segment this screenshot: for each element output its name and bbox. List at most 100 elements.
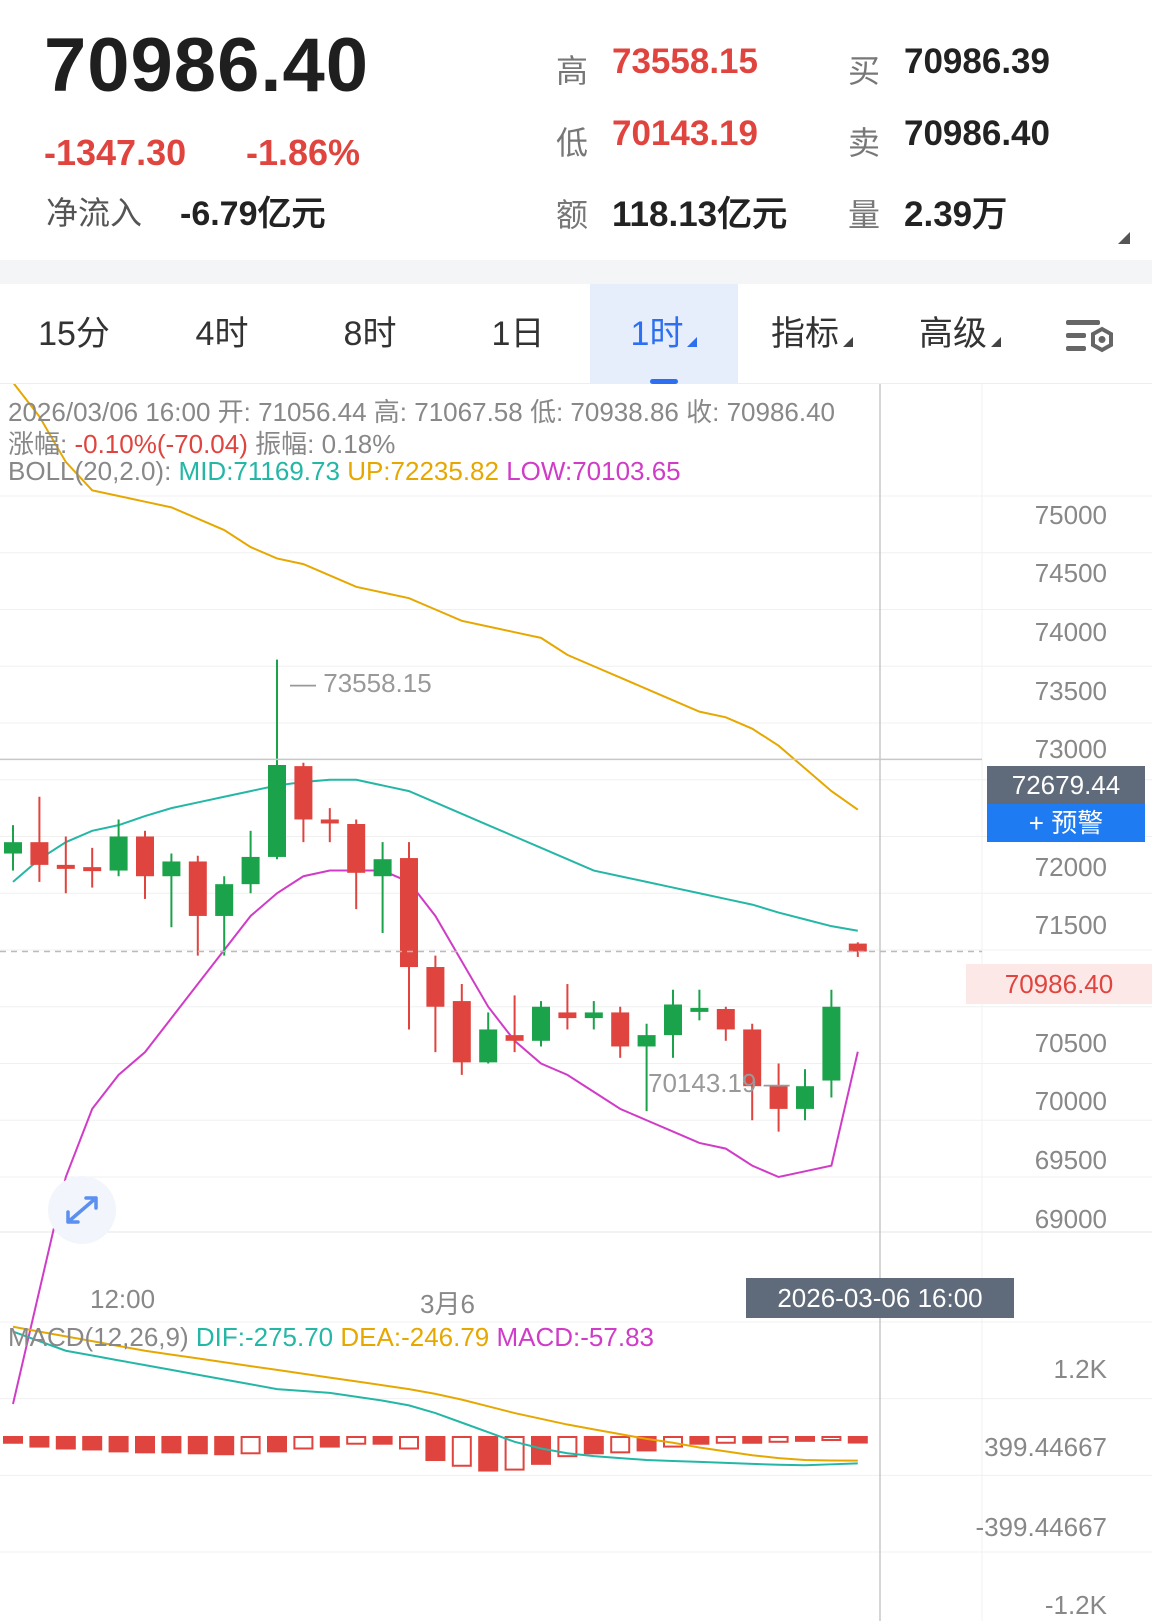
low-label: 低 bbox=[556, 125, 589, 161]
quote-header: 70986.40 -1347.30 -1.86% 净流入 -6.79亿元 高 7… bbox=[0, 0, 1152, 260]
candle-body bbox=[743, 1029, 762, 1087]
last-price-tag: 70986.40 bbox=[966, 964, 1152, 1004]
macd-bar bbox=[161, 1436, 182, 1454]
x-axis-label: 12:00 bbox=[90, 1284, 156, 1314]
macd-bar bbox=[187, 1436, 208, 1455]
fullscreen-button[interactable] bbox=[48, 1176, 116, 1244]
tab-15m[interactable]: 15分 bbox=[38, 315, 110, 353]
candle-body bbox=[796, 1086, 814, 1109]
candle-body bbox=[30, 842, 49, 865]
add-alert-button[interactable]: + 预警 bbox=[987, 804, 1145, 842]
volume-value: 2.39万 bbox=[904, 195, 1008, 234]
macd-bar bbox=[55, 1436, 76, 1450]
y-axis-label: 75000 bbox=[1034, 500, 1107, 530]
macd-bar bbox=[135, 1436, 155, 1454]
volume-label: 量 bbox=[848, 197, 881, 233]
amount-label: 额 bbox=[556, 197, 589, 233]
candle-body bbox=[611, 1012, 630, 1047]
candle-body bbox=[162, 861, 181, 877]
macd-bar bbox=[108, 1436, 129, 1453]
y-axis-label: 70500 bbox=[1034, 1028, 1107, 1058]
candle-body bbox=[452, 1001, 471, 1063]
candle-body bbox=[268, 764, 286, 857]
high-label: 高 bbox=[556, 53, 589, 89]
candle-body bbox=[83, 867, 102, 872]
y-axis-label: 73500 bbox=[1034, 676, 1107, 706]
macd-axis-label: 399.44667 bbox=[984, 1432, 1107, 1462]
kline-chart[interactable] bbox=[0, 384, 1152, 1621]
macd-bar bbox=[293, 1436, 314, 1450]
dropdown-triangle-icon bbox=[843, 337, 853, 347]
macd-bar bbox=[478, 1436, 499, 1472]
section-divider bbox=[0, 260, 1152, 284]
macd-dea-line bbox=[12, 1325, 858, 1462]
candle-body bbox=[532, 1006, 550, 1041]
macd-bar bbox=[451, 1436, 472, 1467]
chart-settings-icon bbox=[1066, 320, 1113, 353]
y-axis-label: 69000 bbox=[1034, 1204, 1107, 1234]
active-tab-indicator bbox=[650, 379, 678, 384]
candle-body bbox=[716, 1009, 735, 1030]
candle-body bbox=[294, 766, 313, 820]
macd-bar bbox=[768, 1436, 789, 1443]
net-inflow-label: 净流入 bbox=[46, 195, 143, 231]
tab-advanced[interactable]: 高级 bbox=[886, 284, 1034, 384]
macd-bar bbox=[214, 1436, 235, 1456]
candle-body bbox=[664, 1004, 682, 1036]
y-axis-label: 70000 bbox=[1034, 1086, 1107, 1116]
candle-body bbox=[690, 1007, 709, 1012]
amount-value: 118.13亿元 bbox=[612, 195, 788, 234]
macd-bar bbox=[715, 1436, 736, 1444]
tab-1h[interactable]: 1时 bbox=[590, 284, 738, 384]
candle-body bbox=[558, 1012, 577, 1019]
tab-indicators[interactable]: 指标 bbox=[738, 284, 886, 384]
x-axis-label: 3月6 bbox=[420, 1289, 475, 1319]
crosshair-price-tag: 72679.44 bbox=[987, 766, 1145, 804]
ohlc-info-line: 2026/03/06 16:00 开: 71056.44 高: 71067.58… bbox=[8, 397, 836, 427]
macd-axis-label: -399.44667 bbox=[975, 1512, 1107, 1542]
expand-corner-icon[interactable] bbox=[1118, 232, 1130, 244]
y-axis-label: 73000 bbox=[1034, 734, 1107, 764]
candle-body bbox=[637, 1035, 656, 1047]
crosshair-time-tag: 2026-03-06 16:00 bbox=[746, 1278, 1014, 1318]
price-change: -1347.30 bbox=[44, 132, 187, 173]
macd-axis-label: -1.2K bbox=[1044, 1590, 1107, 1620]
y-axis-label: 72000 bbox=[1034, 852, 1107, 882]
y-axis-label: 69500 bbox=[1034, 1145, 1107, 1175]
candle-body bbox=[136, 836, 154, 877]
low-value: 70143.19 bbox=[612, 114, 758, 153]
candle-body bbox=[505, 1035, 524, 1041]
y-axis-label: 71500 bbox=[1034, 910, 1107, 940]
candle-body bbox=[215, 884, 234, 916]
period-tabs: 15分 4时 8时 1日 1时 指标 高级 bbox=[0, 284, 1152, 384]
candle-body bbox=[373, 859, 392, 877]
macd-bar bbox=[29, 1436, 50, 1448]
macd-bar bbox=[372, 1436, 393, 1445]
tab-8h[interactable]: 8时 bbox=[343, 315, 397, 353]
sell-value: 70986.40 bbox=[904, 114, 1050, 153]
macd-bar bbox=[3, 1436, 23, 1444]
low-marker-label: 70143.19 — bbox=[648, 1068, 790, 1098]
tab-1d[interactable]: 1日 bbox=[491, 315, 545, 353]
macd-bar bbox=[689, 1436, 710, 1445]
macd-bar bbox=[346, 1436, 367, 1445]
boll-info-line: BOLL(20,2.0): MID:71169.73 UP:72235.82 L… bbox=[8, 456, 681, 486]
high-marker-label: — 73558.15 bbox=[290, 668, 432, 698]
macd-bar bbox=[583, 1436, 604, 1455]
macd-bar bbox=[610, 1436, 631, 1454]
candle-body bbox=[400, 858, 418, 968]
candle-body bbox=[241, 856, 260, 885]
dropdown-triangle-icon bbox=[687, 337, 698, 347]
buy-label: 买 bbox=[848, 53, 881, 89]
candle-body bbox=[4, 842, 22, 854]
macd-bar bbox=[240, 1436, 261, 1455]
macd-bar bbox=[504, 1436, 525, 1471]
candle-body bbox=[822, 1006, 841, 1081]
dropdown-triangle-icon bbox=[991, 337, 1001, 347]
expand-arrows-icon bbox=[66, 1196, 98, 1224]
net-inflow-value: -6.79亿元 bbox=[180, 195, 326, 233]
chart-settings-button[interactable] bbox=[1040, 284, 1140, 384]
boll-lower-line bbox=[12, 869, 859, 1405]
tab-4h[interactable]: 4时 bbox=[195, 315, 249, 353]
macd-bar bbox=[425, 1436, 446, 1461]
